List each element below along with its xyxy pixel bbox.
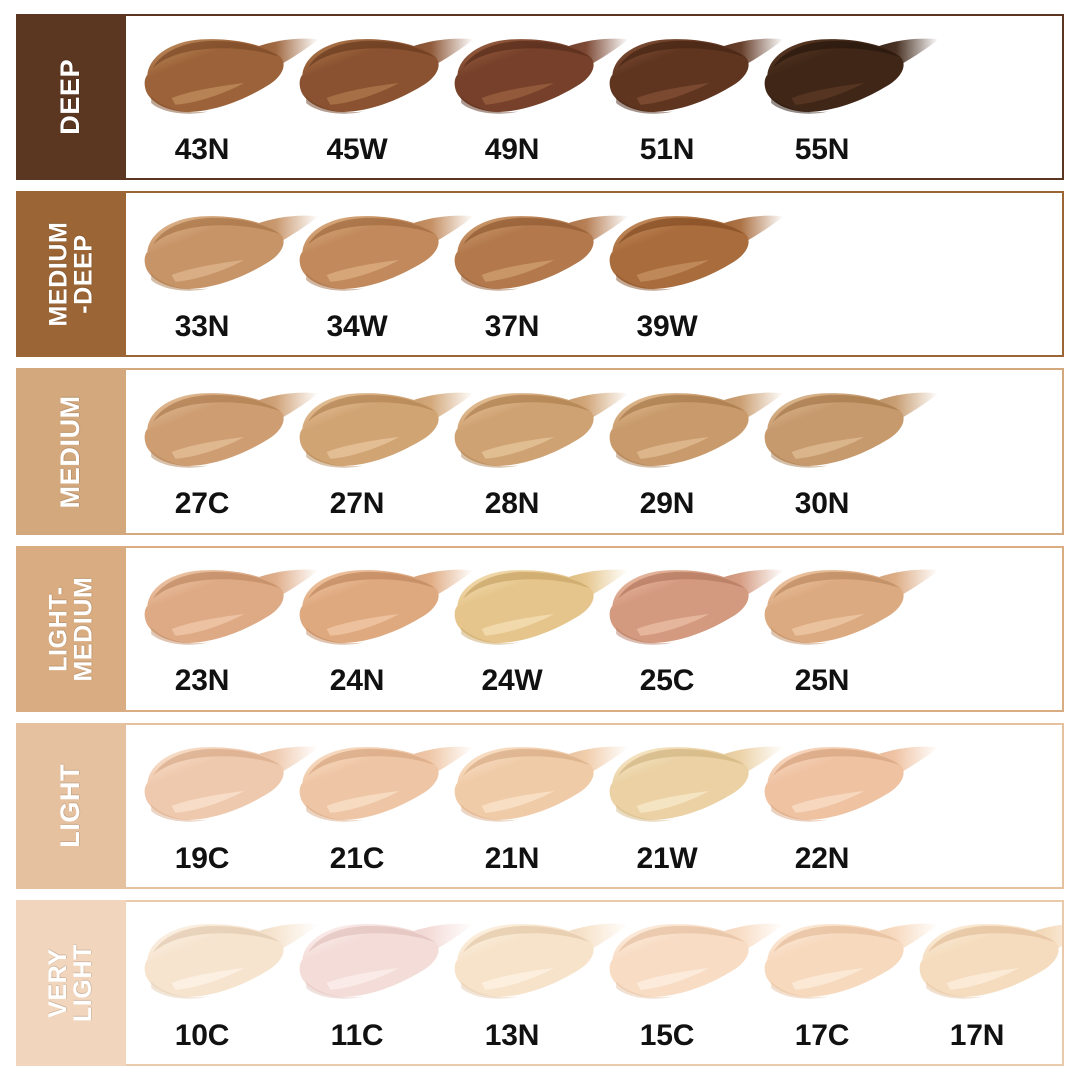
shade-code-label: 21C (329, 841, 385, 875)
swatch-panel: 33N 34W 37N 39W (126, 191, 1064, 358)
shade-swatch[interactable]: 27C (140, 370, 319, 532)
category-tab: VERY LIGHT (16, 899, 126, 1067)
foundation-smear-icon (760, 562, 946, 663)
foundation-smear-icon (915, 916, 1062, 1017)
shade-swatch[interactable]: 55N (760, 16, 939, 178)
shade-row-medium-deep: MEDIUM -DEEP 33N 34W 37N 39W (16, 191, 1064, 358)
shade-swatch[interactable]: 25C (605, 548, 784, 710)
swatch-panel: 23N 24N 24W 25C 25N (126, 545, 1064, 712)
shade-swatch[interactable]: 24W (450, 548, 629, 710)
category-label: DEEP (55, 59, 86, 136)
category-tab: LIGHT (16, 722, 126, 889)
swatch-strip: 43N 45W 49N 51N 55N (126, 16, 1062, 178)
shade-swatch[interactable]: 23N (140, 548, 319, 710)
shade-row-very-light: VERY LIGHT 10C 11C 13N 15C 17C 17N (16, 899, 1064, 1067)
shade-swatch[interactable]: 21C (295, 725, 474, 887)
shade-swatch[interactable]: 34W (295, 193, 474, 355)
swatch-strip: 23N 24N 24W 25C 25N (126, 548, 1062, 710)
category-label: VERY LIGHT (44, 943, 97, 1022)
shade-code-label: 21N (484, 841, 540, 875)
shade-swatch[interactable]: 21W (605, 725, 784, 887)
shade-swatch[interactable]: 39W (605, 193, 784, 355)
shade-swatch[interactable]: 27N (295, 370, 474, 532)
shade-code-label: 43N (174, 132, 230, 166)
swatch-strip: 19C 21C 21N 21W 22N (126, 725, 1062, 887)
shade-code-label: 25C (639, 664, 695, 698)
shade-swatch[interactable]: 25N (760, 548, 939, 710)
swatch-panel: 43N 45W 49N 51N 55N (126, 14, 1064, 181)
shade-swatch[interactable]: 33N (140, 193, 319, 355)
shade-code-label: 49N (484, 132, 540, 166)
shade-code-label: 22N (794, 841, 850, 875)
shade-code-label: 17C (794, 1018, 850, 1052)
shade-code-label: 17N (949, 1018, 1005, 1052)
shade-code-label: 45W (326, 132, 388, 166)
shade-row-medium: MEDIUM 27C 27N 28N 29N 30N (16, 368, 1064, 535)
shade-code-label: 23N (174, 664, 230, 698)
shade-code-label: 13N (484, 1018, 540, 1052)
shade-row-light-medium: LIGHT- MEDIUM 23N 24N 24W 25C 25N (16, 545, 1064, 712)
shade-swatch[interactable]: 49N (450, 16, 629, 178)
shade-code-label: 37N (484, 310, 540, 343)
shade-code-label: 33N (174, 310, 230, 343)
shade-swatch[interactable]: 19C (140, 725, 319, 887)
shade-swatch[interactable]: 51N (605, 16, 784, 178)
category-label: LIGHT- MEDIUM (43, 576, 97, 682)
shade-swatch[interactable]: 21N (450, 725, 629, 887)
swatch-panel: 10C 11C 13N 15C 17C 17N (126, 899, 1064, 1067)
shade-code-label: 55N (794, 132, 850, 166)
shade-code-label: 21W (636, 841, 698, 875)
shade-row-deep: DEEP 43N 45W 49N 51N 55N (16, 14, 1064, 181)
category-tab: MEDIUM -DEEP (16, 191, 126, 358)
shade-swatch[interactable]: 17C (760, 902, 939, 1064)
shade-code-label: 39W (636, 310, 698, 343)
shade-code-label: 24N (329, 664, 385, 698)
shade-swatch[interactable]: 28N (450, 370, 629, 532)
category-label: MEDIUM (55, 394, 86, 508)
shade-code-label: 51N (639, 132, 695, 166)
swatch-strip: 33N 34W 37N 39W (126, 193, 1062, 355)
shade-swatch[interactable]: 30N (760, 370, 939, 532)
shade-swatch[interactable]: 10C (140, 902, 319, 1064)
foundation-smear-icon (760, 739, 946, 840)
shade-swatch[interactable]: 17N (915, 902, 1062, 1064)
shade-row-light: LIGHT 19C 21C 21N 21W 22N (16, 722, 1064, 889)
category-label: LIGHT (55, 763, 86, 848)
shade-swatch[interactable]: 15C (605, 902, 784, 1064)
shade-swatch[interactable]: 37N (450, 193, 629, 355)
shade-code-label: 19C (174, 841, 230, 875)
shade-code-label: 25N (794, 664, 850, 698)
foundation-smear-icon (760, 385, 946, 486)
swatch-panel: 19C 21C 21N 21W 22N (126, 722, 1064, 889)
shade-code-label: 24W (481, 664, 543, 698)
shade-swatch[interactable]: 13N (450, 902, 629, 1064)
foundation-smear-icon (605, 208, 791, 309)
shade-code-label: 29N (639, 487, 695, 521)
foundation-smear-icon (760, 31, 946, 132)
shade-code-label: 11C (330, 1018, 384, 1052)
swatch-panel: 27C 27N 28N 29N 30N (126, 368, 1064, 535)
shade-code-label: 28N (484, 487, 540, 521)
shade-swatch[interactable]: 29N (605, 370, 784, 532)
shade-code-label: 34W (326, 310, 388, 343)
swatch-strip: 27C 27N 28N 29N 30N (126, 370, 1062, 532)
category-tab: DEEP (16, 14, 126, 181)
shade-code-label: 30N (794, 487, 850, 521)
category-label: MEDIUM -DEEP (43, 221, 97, 327)
swatch-strip: 10C 11C 13N 15C 17C 17N (126, 902, 1062, 1064)
shade-swatch[interactable]: 11C (295, 902, 474, 1064)
category-tab: LIGHT- MEDIUM (16, 545, 126, 712)
shade-code-label: 27C (174, 487, 230, 521)
shade-code-label: 27N (329, 487, 385, 521)
category-tab: MEDIUM (16, 368, 126, 535)
shade-swatch[interactable]: 45W (295, 16, 474, 178)
shade-swatch[interactable]: 43N (140, 16, 319, 178)
shade-code-label: 10C (174, 1018, 230, 1052)
shade-code-label: 15C (639, 1018, 695, 1052)
shade-swatch[interactable]: 22N (760, 725, 939, 887)
shade-swatch[interactable]: 24N (295, 548, 474, 710)
